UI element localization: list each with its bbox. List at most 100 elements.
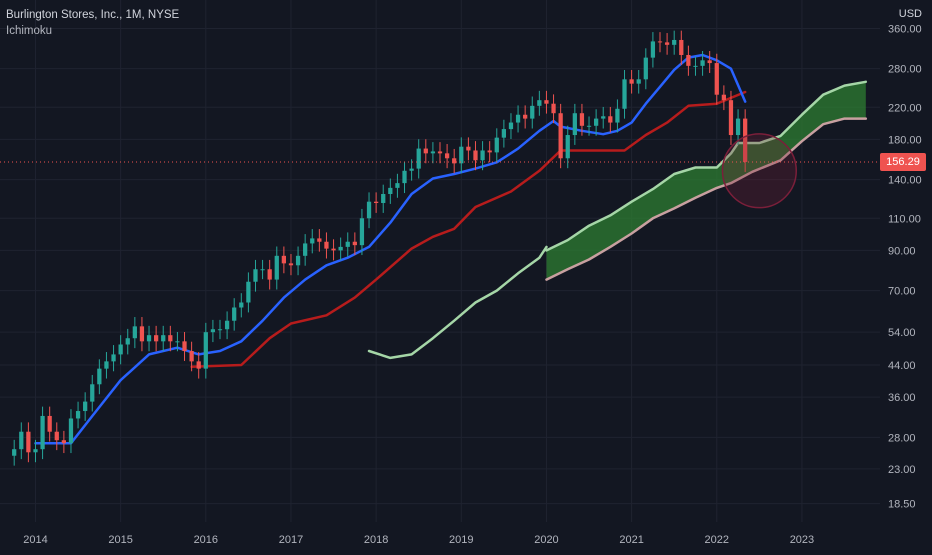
leading-span-b-line — [545, 117, 868, 281]
last-price-tag: 156.29 — [880, 153, 926, 172]
candle-body — [83, 401, 88, 412]
candle-body — [629, 79, 634, 84]
candle-body — [664, 42, 670, 45]
y-axis-tick-label: 44.00 — [888, 360, 916, 372]
candle-body — [90, 384, 95, 402]
candle-body — [374, 201, 379, 204]
candle-body — [33, 449, 38, 453]
candle-body — [68, 418, 74, 444]
x-axis-tick-label: 2019 — [449, 534, 473, 546]
candle-body — [523, 114, 528, 119]
candle-body — [672, 39, 677, 45]
y-axis-tick-label: 90.00 — [888, 245, 916, 257]
candle-body — [721, 94, 726, 101]
candle-body — [359, 218, 365, 246]
candle-body — [700, 60, 705, 66]
candle-body — [196, 361, 201, 369]
y-axis-tick-label: 36.00 — [888, 392, 916, 404]
candle-body — [40, 415, 45, 450]
candle-body — [139, 326, 145, 342]
candle-body — [508, 122, 514, 130]
y-axis-tick-label: 54.00 — [888, 327, 916, 339]
candle-body — [480, 150, 485, 161]
candle-body — [544, 100, 549, 104]
candle-body — [317, 238, 322, 242]
candle-body — [288, 263, 294, 266]
candle-body — [168, 335, 173, 342]
candle-body — [473, 150, 478, 161]
candle-body — [239, 302, 244, 308]
candle-body — [12, 449, 17, 456]
candle-body — [381, 194, 386, 204]
candle-body — [352, 241, 357, 246]
candle-body — [26, 431, 31, 453]
x-axis-tick-label: 2017 — [279, 534, 303, 546]
candle-body — [154, 335, 159, 342]
x-axis-tick-label: 2014 — [23, 534, 47, 546]
candle-body — [423, 148, 428, 154]
candle-body — [331, 248, 336, 251]
legend: Burlington Stores, Inc., 1M, NYSE Ichimo… — [6, 7, 179, 39]
candle-body — [274, 255, 279, 280]
candle-body — [253, 269, 258, 282]
candle-body — [452, 158, 457, 164]
y-axis-tick-label: 18.50 — [888, 499, 916, 511]
currency-label[interactable]: USD — [898, 8, 922, 20]
indicator-label[interactable]: Ichimoku — [6, 25, 53, 37]
x-axis-tick-label: 2016 — [194, 534, 218, 546]
candle-body — [125, 338, 130, 345]
candle-body — [295, 255, 301, 266]
base-line — [190, 90, 747, 369]
candle-body — [743, 118, 748, 163]
y-axis-tick-label: 140.00 — [888, 175, 922, 187]
candle-body — [409, 168, 414, 171]
candle-body — [210, 329, 216, 333]
candle-body — [657, 41, 663, 43]
y-axis-tick-label: 23.00 — [888, 464, 916, 476]
candle-body — [615, 108, 620, 123]
candle-body — [586, 125, 592, 127]
y-axis-tick-label: 220.00 — [888, 102, 922, 114]
candle-body — [515, 114, 521, 123]
lagging-span-line — [367, 245, 548, 360]
x-axis-tick-label: 2023 — [790, 534, 814, 546]
candle-body — [175, 341, 180, 343]
symbol-title[interactable]: Burlington Stores, Inc., 1M, NYSE — [6, 9, 180, 21]
x-axis-tick-label: 2015 — [108, 534, 132, 546]
candle-body — [111, 354, 116, 362]
candle-body — [303, 243, 308, 256]
candle-body — [203, 332, 208, 369]
candle-body — [19, 431, 24, 450]
candle-body — [636, 79, 641, 84]
candle-body — [104, 361, 109, 369]
candle-body — [416, 148, 421, 169]
candle-body — [494, 137, 499, 153]
candle-body — [707, 60, 712, 64]
candle-body — [161, 335, 166, 342]
candle-body — [132, 326, 137, 339]
candle-body — [622, 79, 627, 109]
x-axis-tick-label: 2020 — [534, 534, 558, 546]
candle-body — [501, 129, 506, 138]
candle-body — [402, 170, 407, 184]
candle-body — [366, 201, 372, 219]
y-axis-tick-label: 180.00 — [888, 134, 922, 146]
candle-body — [338, 246, 343, 251]
candle-body — [466, 146, 471, 151]
candle-body — [75, 411, 81, 419]
candle-body — [487, 150, 492, 153]
candle-body — [224, 320, 230, 330]
candle-body — [281, 255, 286, 264]
candle-body — [594, 118, 599, 126]
x-axis-tick-label: 2018 — [364, 534, 388, 546]
candle-body — [430, 151, 436, 154]
candle-body — [728, 100, 734, 136]
x-axis-tick-label: 2022 — [705, 534, 729, 546]
y-axis-tick-label: 28.00 — [888, 432, 916, 444]
candle-body — [537, 100, 542, 106]
candle-body — [565, 135, 570, 159]
candle-body — [437, 151, 443, 154]
